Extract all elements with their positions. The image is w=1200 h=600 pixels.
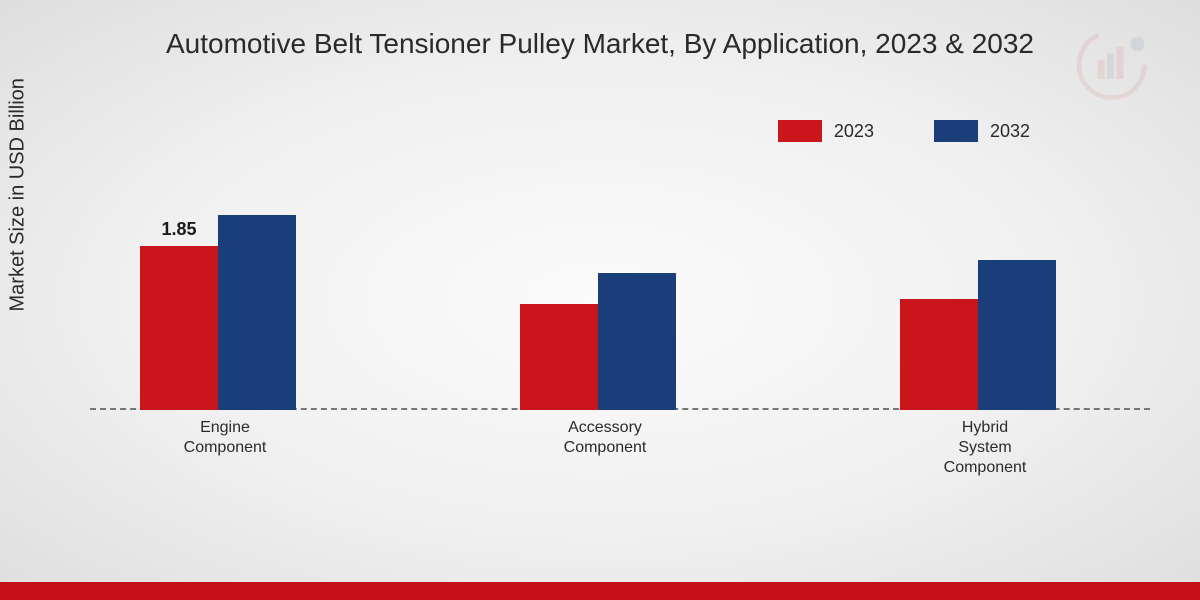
legend-swatch-2023	[778, 120, 822, 142]
x-axis-label: EngineComponent	[140, 418, 310, 458]
bar-2023	[520, 304, 598, 410]
chart-container: Automotive Belt Tensioner Pulley Market,…	[0, 0, 1200, 600]
bar-value-label: 1.85	[140, 219, 218, 240]
plot-area: 1.85	[90, 180, 1150, 410]
x-axis-label: AccessoryComponent	[520, 418, 690, 458]
bar-2023	[900, 299, 978, 410]
bar-2023	[140, 246, 218, 410]
legend-swatch-2032	[934, 120, 978, 142]
footer-accent-bar	[0, 582, 1200, 600]
bar-2032	[598, 273, 676, 410]
bar-2032	[978, 260, 1056, 410]
bar-2032	[218, 215, 296, 410]
legend: 2023 2032	[778, 120, 1030, 142]
y-axis-label: Market Size in USD Billion	[7, 78, 30, 311]
legend-item-2023: 2023	[778, 120, 874, 142]
legend-label-2023: 2023	[834, 121, 874, 142]
x-axis-label: HybridSystemComponent	[900, 418, 1070, 478]
legend-label-2032: 2032	[990, 121, 1030, 142]
chart-title: Automotive Belt Tensioner Pulley Market,…	[0, 28, 1200, 60]
legend-item-2032: 2032	[934, 120, 1030, 142]
